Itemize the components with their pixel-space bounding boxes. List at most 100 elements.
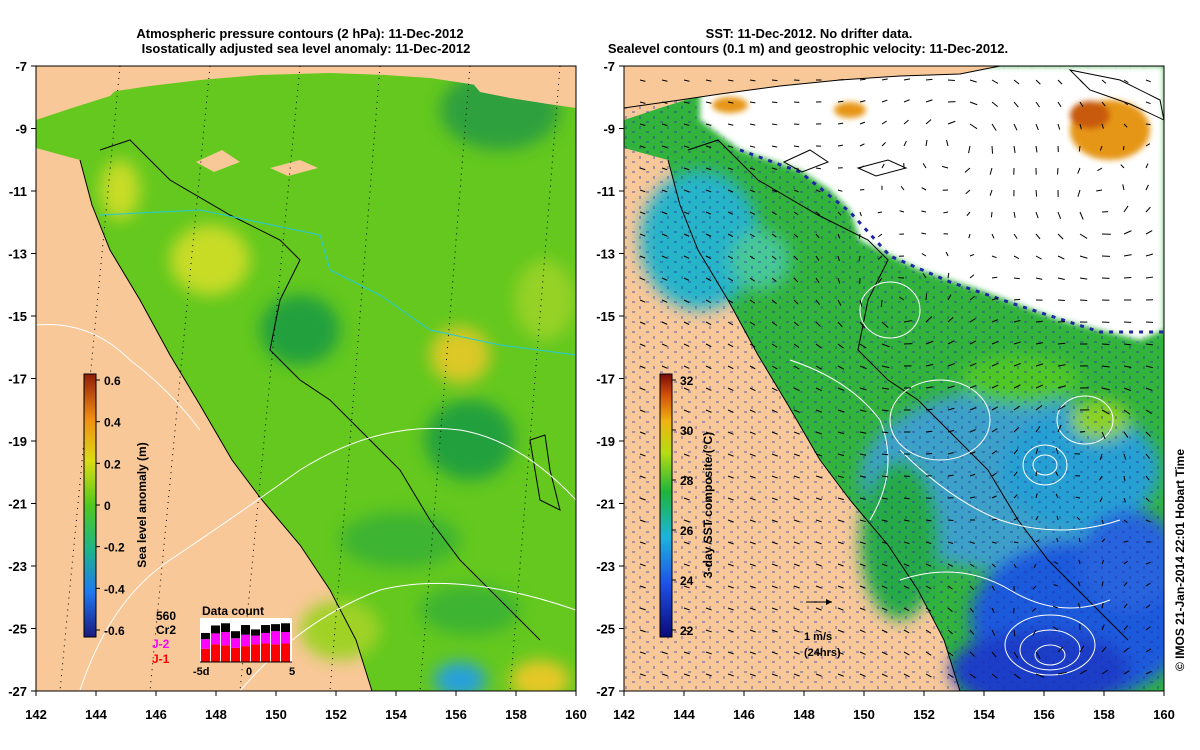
velocity-arrow [683, 101, 690, 104]
velocity-arrow [969, 473, 976, 477]
velocity-arrow [639, 563, 646, 567]
data-count-bar-cr2 [271, 624, 280, 632]
velocity-arrow [683, 409, 690, 413]
velocity-arrow [1123, 254, 1132, 257]
velocity-arrow [969, 318, 976, 323]
velocity-arrow [947, 629, 953, 635]
velocity-arrow [639, 453, 646, 457]
right-coastline [667, 159, 961, 691]
velocity-arrow [921, 187, 927, 191]
velocity-arrow [991, 563, 996, 568]
velocity-arrow [1035, 233, 1041, 240]
velocity-arrow [837, 343, 844, 349]
velocity-arrow [947, 317, 954, 323]
velocity-arrow [859, 475, 867, 478]
velocity-arrow [749, 211, 755, 215]
velocity-arrow [859, 497, 866, 500]
velocity-arrow [1079, 211, 1084, 220]
velocity-arrow [858, 255, 861, 262]
velocity-arrow [639, 541, 646, 545]
velocity-arrow [1013, 563, 1017, 569]
velocity-arrow [969, 296, 975, 301]
velocity-arrow [771, 79, 778, 82]
velocity-arrow [969, 274, 975, 279]
velocity-arrow [793, 145, 800, 148]
velocity-arrow [1123, 409, 1131, 415]
velocity-arrow [683, 365, 690, 369]
left-ytick-label: -17 [8, 372, 27, 387]
velocity-arrow [793, 233, 799, 238]
right-ytick-label: -25 [596, 622, 615, 637]
velocity-arrow [1057, 277, 1065, 281]
right-xtick-label: 152 [913, 707, 935, 722]
velocity-arrow [903, 119, 909, 125]
velocity-arrow [1101, 409, 1110, 415]
velocity-arrow [1035, 384, 1044, 389]
velocity-arrow [1057, 255, 1065, 260]
velocity-arrow [903, 563, 910, 567]
sst-colorbar-tick-label: 26 [680, 524, 694, 538]
velocity-arrow [727, 607, 734, 611]
velocity-arrow [705, 453, 712, 457]
sst-colorbar-label: 3-day SST composite (°C) [701, 432, 715, 578]
velocity-arrow [881, 629, 888, 634]
velocity-arrow [727, 343, 734, 348]
velocity-arrow [991, 384, 999, 389]
velocity-arrow [1013, 673, 1021, 680]
velocity-arrow [837, 144, 843, 147]
velocity-arrow [815, 431, 823, 435]
velocity-arrow [815, 475, 822, 479]
velocity-arrow [1035, 470, 1038, 477]
velocity-arrow [727, 629, 734, 633]
left-ytick-label: -19 [8, 434, 27, 449]
velocity-arrow [661, 145, 668, 149]
velocity-arrow [771, 453, 778, 457]
velocity-arrow [1057, 101, 1062, 108]
velocity-arrow [749, 541, 756, 545]
velocity-arrow [1099, 475, 1103, 481]
right-ytick-label: -21 [596, 497, 615, 512]
velocity-arrow [749, 673, 756, 677]
velocity-arrow [991, 276, 998, 279]
left-xtick-label: 142 [25, 707, 47, 722]
velocity-arrow [968, 233, 971, 239]
velocity-arrow [727, 277, 734, 282]
velocity-arrow [1013, 233, 1018, 239]
data-count-bar-cr2 [241, 625, 250, 635]
velocity-arrow [903, 607, 910, 612]
left-ytick-label: -11 [9, 184, 27, 199]
data-count-bar-j1 [271, 644, 280, 662]
velocity-arrow [749, 101, 756, 104]
velocity-arrow [1123, 603, 1128, 609]
velocity-arrow [1013, 541, 1019, 544]
velocity-arrow [749, 607, 756, 611]
left-new-britain [470, 76, 576, 108]
sla-colorbar-ticks: 0.6 0.4 0.2 0 -0.2 -0.4 -0.6 [96, 374, 125, 638]
velocity-arrow [1145, 497, 1150, 502]
velocity-arrow [903, 629, 910, 634]
velocity-arrow [1101, 387, 1111, 391]
velocity-arrow [749, 189, 756, 193]
left-xtick-label: 146 [145, 707, 167, 722]
velocity-arrow [1101, 624, 1105, 631]
velocity-arrow [639, 167, 646, 171]
velocity-arrow [903, 651, 910, 656]
velocity-arrow [705, 277, 712, 282]
velocity-arrow [661, 365, 668, 369]
sla-colorbar-tick-label: -0.4 [104, 582, 125, 596]
velocity-arrow [925, 119, 932, 125]
velocity-arrow [1053, 584, 1059, 587]
data-count-legend-cr2: Cr2 [156, 623, 176, 637]
data-count-bar-cr2 [261, 625, 270, 633]
velocity-arrow [727, 189, 734, 193]
velocity-arrow [683, 321, 690, 325]
velocity-arrow [793, 277, 799, 283]
velocity-arrow [837, 299, 842, 306]
data-count-tick-mid: 0 [246, 666, 252, 678]
velocity-arrow [1099, 497, 1103, 503]
velocity-arrow [837, 431, 845, 435]
velocity-arrow [991, 145, 994, 154]
velocity-arrow [639, 475, 646, 479]
velocity-arrow [859, 343, 867, 349]
data-count-bar-cr2 [221, 623, 230, 633]
